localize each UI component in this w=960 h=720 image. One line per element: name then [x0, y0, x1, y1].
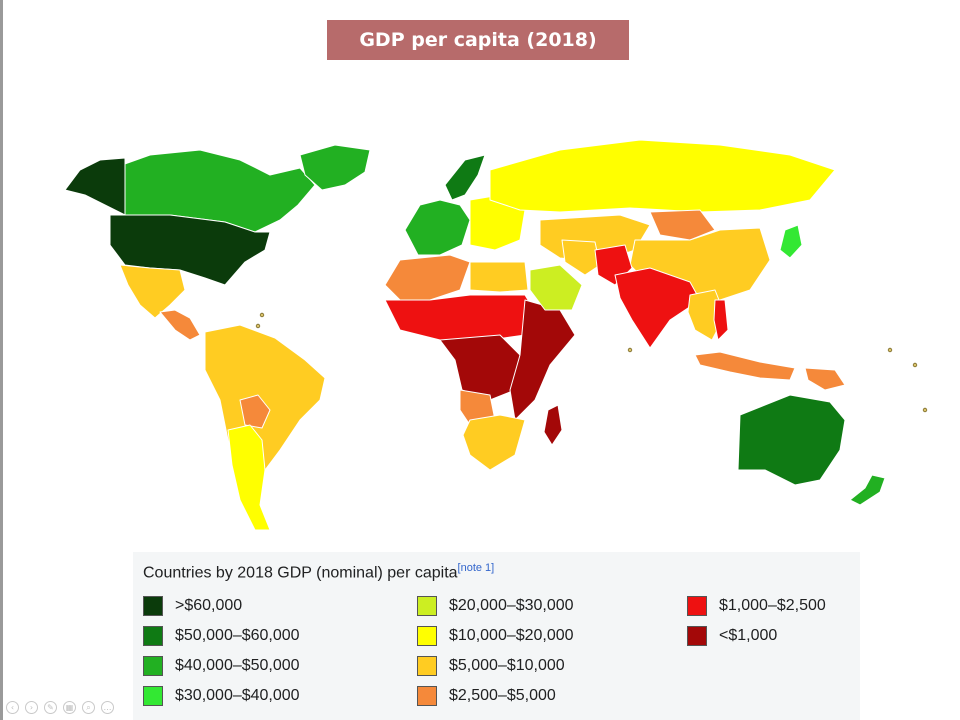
map-region-new-zealand: [849, 474, 886, 506]
map-region-central-africa: [439, 334, 521, 401]
map-region-central-america: [159, 309, 201, 341]
legend-label: $40,000–$50,000: [175, 657, 300, 674]
legend-item-20k-30k: $20,000–$30,000: [417, 596, 574, 616]
slide-title: GDP per capita (2018): [327, 20, 629, 60]
map-region-alaska: [64, 157, 126, 216]
legend-item-5k-10k: $5,000–$10,000: [417, 656, 565, 676]
legend-swatch: [417, 596, 437, 616]
legend-label: $50,000–$60,000: [175, 627, 300, 644]
previous-slide-icon[interactable]: ‹: [6, 701, 19, 714]
map-region-india: [614, 267, 701, 349]
legend-item-lt-1k: <$1,000: [687, 626, 777, 646]
map-island-marker: [259, 312, 265, 318]
legend-item-50k-60k: $50,000–$60,000: [143, 626, 300, 646]
legend-label: $10,000–$20,000: [449, 627, 574, 644]
map-region-southern-africa: [462, 414, 526, 471]
map-region-south-america: [204, 324, 326, 471]
map-island-marker: [912, 362, 918, 368]
legend-heading-text: Countries by 2018 GDP (nominal) per capi…: [143, 564, 458, 582]
map-region-norway: [444, 154, 486, 201]
legend-label: $30,000–$40,000: [175, 687, 300, 704]
map-region-mexico: [119, 264, 186, 319]
map-island-marker: [887, 347, 893, 353]
legend-swatch: [143, 656, 163, 676]
legend-label: $20,000–$30,000: [449, 597, 574, 614]
map-region-mongolia: [649, 209, 716, 241]
legend-swatch: [143, 626, 163, 646]
map-region-western-europe: [404, 199, 471, 256]
map-region-libya: [469, 261, 529, 293]
next-slide-icon[interactable]: ›: [25, 701, 38, 714]
zoom-icon[interactable]: ⌕: [82, 701, 95, 714]
map-island-marker: [922, 407, 928, 413]
legend-label: $5,000–$10,000: [449, 657, 565, 674]
map-region-iran: [561, 239, 601, 276]
legend-item-40k-50k: $40,000–$50,000: [143, 656, 300, 676]
slide-control-toolbar: ‹ › ✎ ▦ ⌕ …: [6, 701, 114, 714]
map-region-papua-new-guinea: [804, 367, 846, 391]
map-island-marker: [627, 347, 633, 353]
legend-item-gt-60k: >$60,000: [143, 596, 242, 616]
legend-panel: Countries by 2018 GDP (nominal) per capi…: [133, 552, 860, 720]
legend-swatch: [687, 596, 707, 616]
map-region-north-africa: [384, 254, 471, 301]
map-region-saudi-arabia: [529, 264, 583, 311]
legend-swatch: [143, 686, 163, 706]
world-map: [64, 139, 928, 531]
legend-swatch: [687, 626, 707, 646]
legend-swatch: [417, 686, 437, 706]
legend-swatch: [417, 656, 437, 676]
map-region-east-africa: [509, 299, 576, 421]
map-region-indonesia: [694, 351, 796, 381]
legend-item-10k-20k: $10,000–$20,000: [417, 626, 574, 646]
map-region-greenland: [299, 144, 371, 191]
legend-label: $2,500–$5,000: [449, 687, 556, 704]
legend-item-2500-5k: $2,500–$5,000: [417, 686, 556, 706]
map-region-chile: [227, 424, 271, 531]
more-options-icon[interactable]: …: [101, 701, 114, 714]
legend-heading: Countries by 2018 GDP (nominal) per capi…: [143, 562, 494, 582]
map-region-madagascar: [543, 404, 563, 446]
map-region-vietnam: [713, 299, 729, 341]
map-region-russia: [489, 139, 836, 213]
legend-swatch: [417, 626, 437, 646]
map-island-marker: [255, 323, 261, 329]
map-region-sahel: [384, 294, 541, 341]
legend-item-30k-40k: $30,000–$40,000: [143, 686, 300, 706]
legend-label: >$60,000: [175, 597, 243, 614]
legend-note-link[interactable]: [note 1]: [457, 562, 495, 574]
legend-item-1k-2500: $1,000–$2,500: [687, 596, 826, 616]
legend-label: $1,000–$2,500: [719, 597, 826, 614]
map-region-australia: [737, 394, 846, 486]
slides-grid-icon[interactable]: ▦: [63, 701, 76, 714]
slide-left-border: [0, 0, 3, 720]
map-region-bolivia: [239, 394, 271, 429]
legend-swatch: [143, 596, 163, 616]
map-region-japan: [779, 224, 803, 259]
pen-icon[interactable]: ✎: [44, 701, 57, 714]
legend-label: <$1,000: [719, 627, 778, 644]
